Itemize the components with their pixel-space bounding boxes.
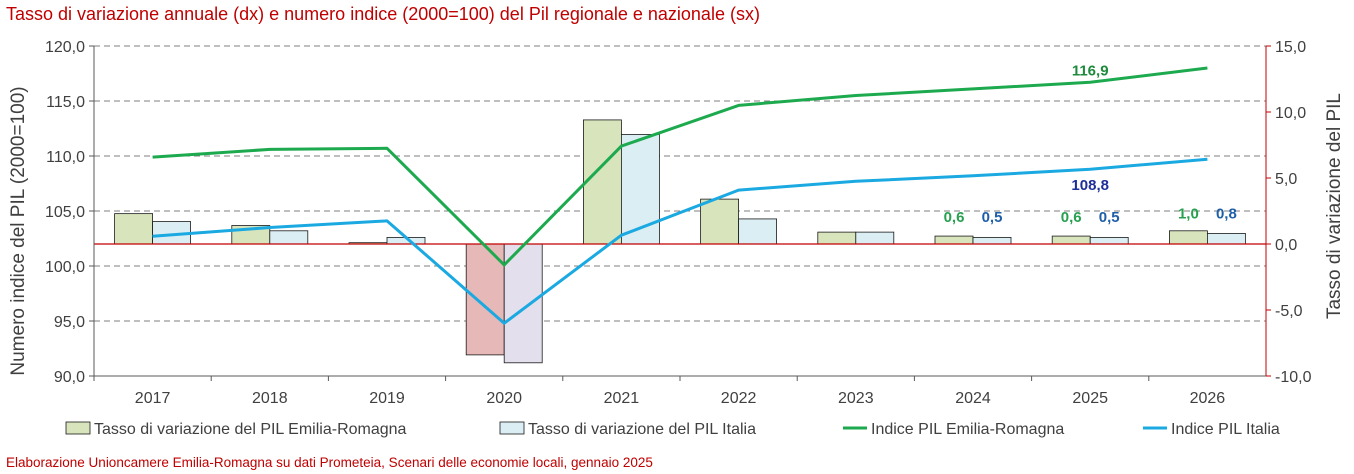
legend-swatch <box>65 421 91 435</box>
left-tick-label: 115,0 <box>46 94 85 111</box>
tick-labels: 90,0 95,0 100,0 105,0 110,0 115,0 120,0 -10,0 -5… <box>45 39 1312 407</box>
x-tick-label: 2019 <box>369 390 405 407</box>
bar <box>972 236 1012 245</box>
legend-swatch <box>499 421 525 435</box>
bar <box>503 243 543 364</box>
bar <box>269 230 309 245</box>
gridlines <box>94 45 1266 322</box>
x-tick-label: 2021 <box>604 390 640 407</box>
left-tick-label: 90,0 <box>54 369 85 386</box>
legend-label: Tasso di variazione del PIL Emilia-Romag… <box>94 421 407 438</box>
data-label: 1,0 <box>1178 206 1199 223</box>
right-axis-title: Tasso di variazione del PIL <box>1324 93 1345 319</box>
series-line <box>152 157 1208 325</box>
chart-source: Elaborazione Unioncamere Emilia-Romagna … <box>6 455 653 470</box>
bar <box>583 119 622 245</box>
legend: Tasso di variazione del PIL Emilia-Romag… <box>65 421 1280 438</box>
left-tick-label: 100,0 <box>45 259 85 276</box>
bar <box>1169 230 1208 245</box>
right-tick-label: 5,0 <box>1275 171 1297 188</box>
left-axis-title: Numero indice del PIL (2000=100) <box>8 86 29 375</box>
left-tick-label: 95,0 <box>54 314 85 331</box>
bar <box>114 213 153 245</box>
x-tick-label: 2023 <box>838 390 874 407</box>
right-tick-label: -10,0 <box>1275 369 1312 386</box>
bar <box>465 243 505 356</box>
bar <box>817 231 857 245</box>
data-label: 0,5 <box>982 209 1003 226</box>
left-tick-label: 120,0 <box>45 39 85 56</box>
x-tick-label: 2025 <box>1072 390 1108 407</box>
x-tick-label: 2020 <box>486 390 522 407</box>
legend-label: Indice PIL Italia <box>1171 421 1280 438</box>
right-tick-label: 0,0 <box>1275 237 1297 254</box>
data-label: 116,9 <box>1072 63 1109 80</box>
bar <box>738 218 777 245</box>
left-tick-label: 110,0 <box>46 149 85 166</box>
data-label: 0,5 <box>1099 209 1120 226</box>
legend-label: Tasso di variazione del PIL Italia <box>528 421 756 438</box>
axes <box>89 45 1271 381</box>
bar <box>934 235 974 245</box>
bars <box>114 119 1246 364</box>
chart-title: Tasso di variazione annuale (dx) e numer… <box>6 4 760 24</box>
left-tick-label: 105,0 <box>45 204 85 221</box>
x-tick-label: 2026 <box>1190 390 1226 407</box>
series-line <box>152 66 1208 267</box>
x-tick-label: 2018 <box>252 390 288 407</box>
data-label: 0,8 <box>1216 206 1237 223</box>
x-tick-label: 2022 <box>721 390 757 407</box>
data-label: 108,8 <box>1071 177 1109 194</box>
data-label: 0,6 <box>944 209 965 226</box>
axis-titles: Numero indice del PIL (2000=100) Tasso di… <box>8 86 1345 375</box>
legend-label: Indice PIL Emilia-Romagna <box>871 421 1064 438</box>
bar <box>1207 233 1246 245</box>
right-tick-label: 10,0 <box>1275 105 1306 122</box>
bar <box>621 134 660 245</box>
right-tick-label: 15,0 <box>1275 39 1306 56</box>
data-labels: 116,9 108,8 0,6 0,5 0,6 0,5 1,0 0,8 <box>944 63 1237 226</box>
data-label: 0,6 <box>1061 209 1082 226</box>
bar <box>1089 236 1129 245</box>
x-tick-label: 2024 <box>955 390 991 407</box>
bar <box>855 231 895 245</box>
bar <box>1051 235 1091 245</box>
lines <box>152 66 1208 325</box>
right-tick-label: -5,0 <box>1275 303 1303 320</box>
bar <box>700 198 739 245</box>
x-tick-label: 2017 <box>135 390 171 407</box>
